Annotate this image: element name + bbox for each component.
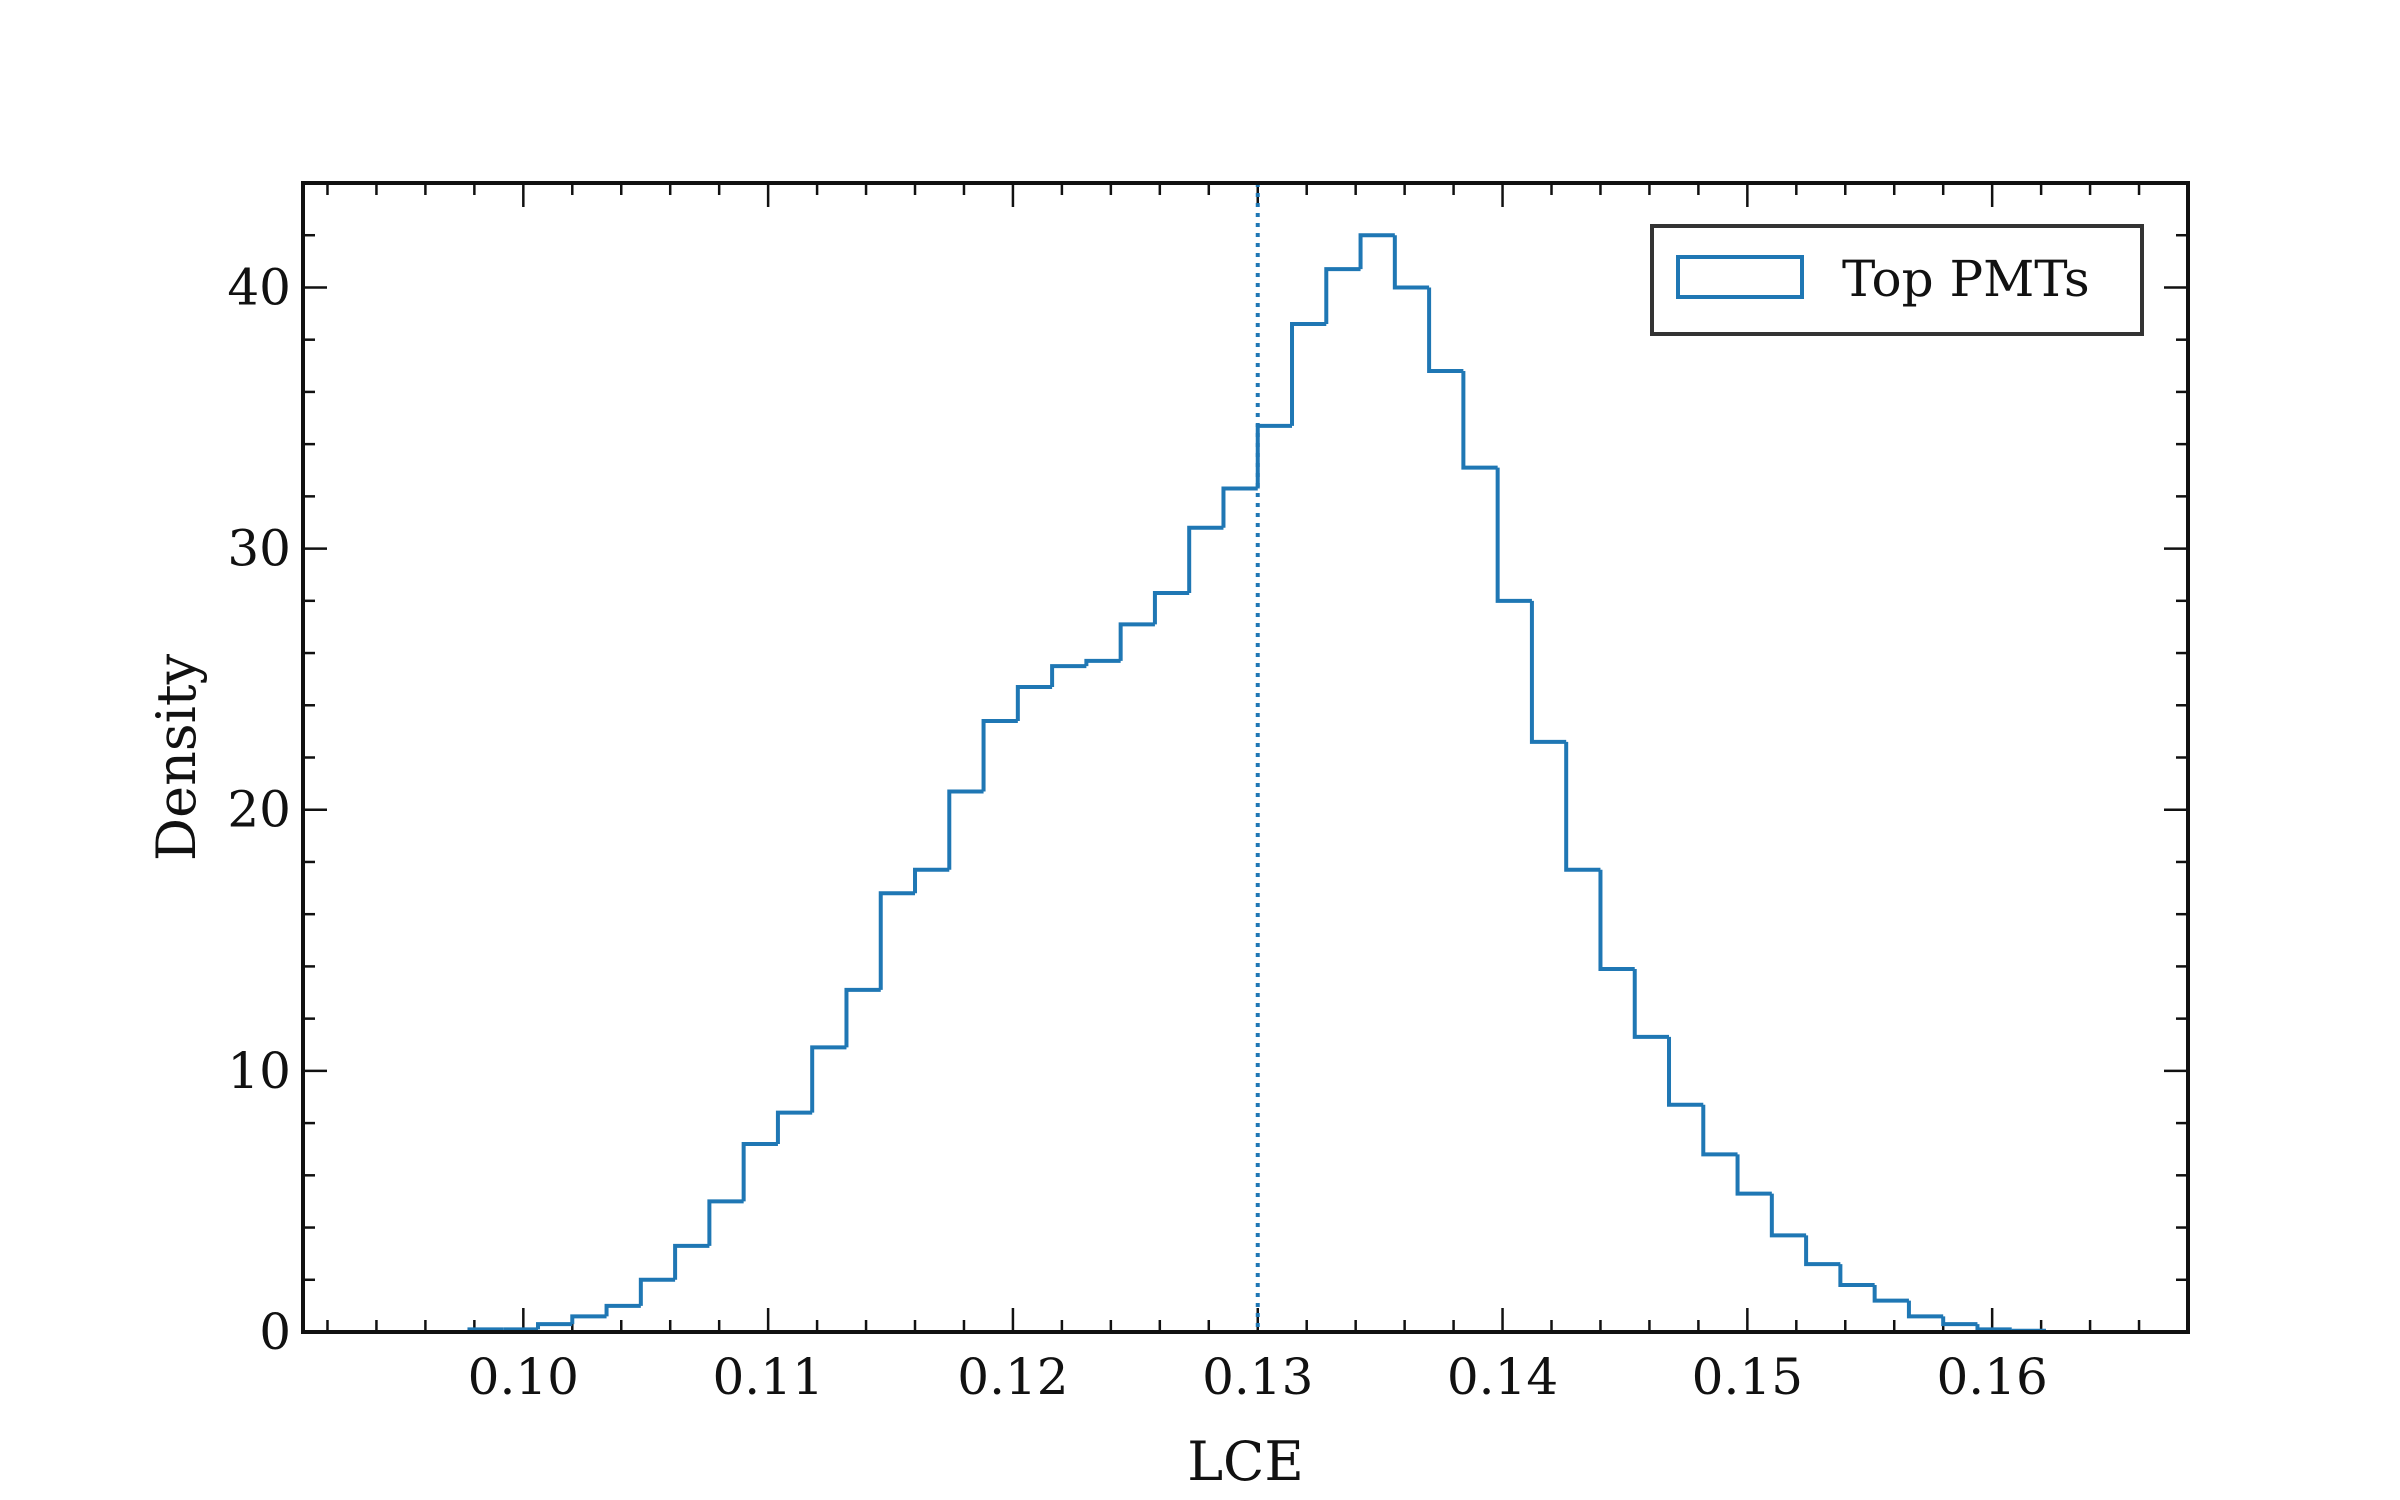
histogram-bin bbox=[741, 1141, 778, 1202]
histogram-bin bbox=[1495, 467, 1532, 603]
y-tick-label: 30 bbox=[227, 520, 291, 578]
histogram-bin bbox=[1598, 869, 1635, 972]
histogram-bin bbox=[1632, 969, 1670, 1039]
x-tick-label: 0.12 bbox=[957, 1348, 1068, 1406]
histogram-bin bbox=[1358, 233, 1395, 270]
histogram-bin bbox=[1941, 1316, 1978, 1327]
histogram-bin bbox=[1015, 684, 1053, 721]
histogram-bin bbox=[810, 1045, 847, 1113]
histogram-bin bbox=[1529, 600, 1567, 744]
histogram-bin bbox=[1392, 235, 1430, 290]
histogram-bin bbox=[604, 1303, 641, 1317]
histogram-bin bbox=[1050, 664, 1087, 687]
legend: Top PMTs bbox=[1650, 224, 2144, 336]
histogram-bin bbox=[536, 1322, 573, 1330]
plot-frame bbox=[301, 181, 2190, 1334]
histogram-bin bbox=[1872, 1285, 1909, 1303]
histogram-bin bbox=[913, 867, 950, 894]
histogram-bin bbox=[1564, 741, 1601, 872]
histogram-bin bbox=[1187, 525, 1224, 593]
histogram-bin bbox=[1152, 590, 1190, 625]
histogram-bin bbox=[1084, 658, 1121, 667]
histogram-bin bbox=[878, 891, 916, 990]
y-tick-label: 10 bbox=[227, 1042, 291, 1100]
histogram-bin bbox=[1667, 1036, 1704, 1107]
legend-swatch bbox=[1676, 255, 1804, 299]
y-tick-label: 40 bbox=[227, 258, 291, 316]
histogram-bin bbox=[1221, 486, 1258, 528]
histogram-bin bbox=[1906, 1300, 1944, 1319]
histogram-bin bbox=[1735, 1154, 1772, 1196]
x-tick-label: 0.11 bbox=[712, 1348, 823, 1406]
x-tick-label: 0.16 bbox=[1936, 1348, 2047, 1406]
histogram-bin bbox=[1701, 1104, 1738, 1157]
tick-labels: 0.10 0.11 0.12 0.13 0.14 0.15 0.16 0 10 20 30 40 bbox=[227, 258, 2047, 1406]
histogram-bin bbox=[1461, 371, 1498, 470]
histogram-bin bbox=[947, 789, 984, 870]
histogram-bin bbox=[775, 1110, 813, 1144]
x-tick-label: 0.15 bbox=[1692, 1348, 1803, 1406]
histogram-bin bbox=[1118, 622, 1155, 661]
histogram-bin bbox=[1804, 1235, 1841, 1267]
histogram-bin bbox=[570, 1314, 607, 1325]
histogram-bin bbox=[1427, 287, 1464, 374]
histogram-bin bbox=[981, 718, 1018, 792]
x-tick-label: 0.10 bbox=[468, 1348, 579, 1406]
histogram-bin bbox=[1769, 1193, 1807, 1238]
histogram-bin bbox=[1290, 322, 1327, 426]
histogram-bin bbox=[1324, 267, 1361, 325]
x-axis-label: LCE bbox=[1187, 1430, 1304, 1493]
y-tick-label: 20 bbox=[227, 781, 291, 839]
histogram-bin bbox=[673, 1243, 710, 1280]
y-axis-label: Density bbox=[145, 653, 208, 861]
legend-label: Top PMTs bbox=[1842, 250, 2090, 308]
legend-box bbox=[1650, 224, 2144, 336]
histogram-bin bbox=[707, 1199, 744, 1246]
histogram-bin bbox=[844, 987, 881, 1048]
histogram-bin bbox=[1975, 1324, 2012, 1332]
x-tick-label: 0.13 bbox=[1202, 1348, 1313, 1406]
x-tick-label: 0.14 bbox=[1447, 1348, 1558, 1406]
histogram-bin bbox=[638, 1277, 676, 1306]
histogram-bin bbox=[1838, 1264, 1875, 1287]
y-tick-label: 0 bbox=[259, 1303, 291, 1361]
